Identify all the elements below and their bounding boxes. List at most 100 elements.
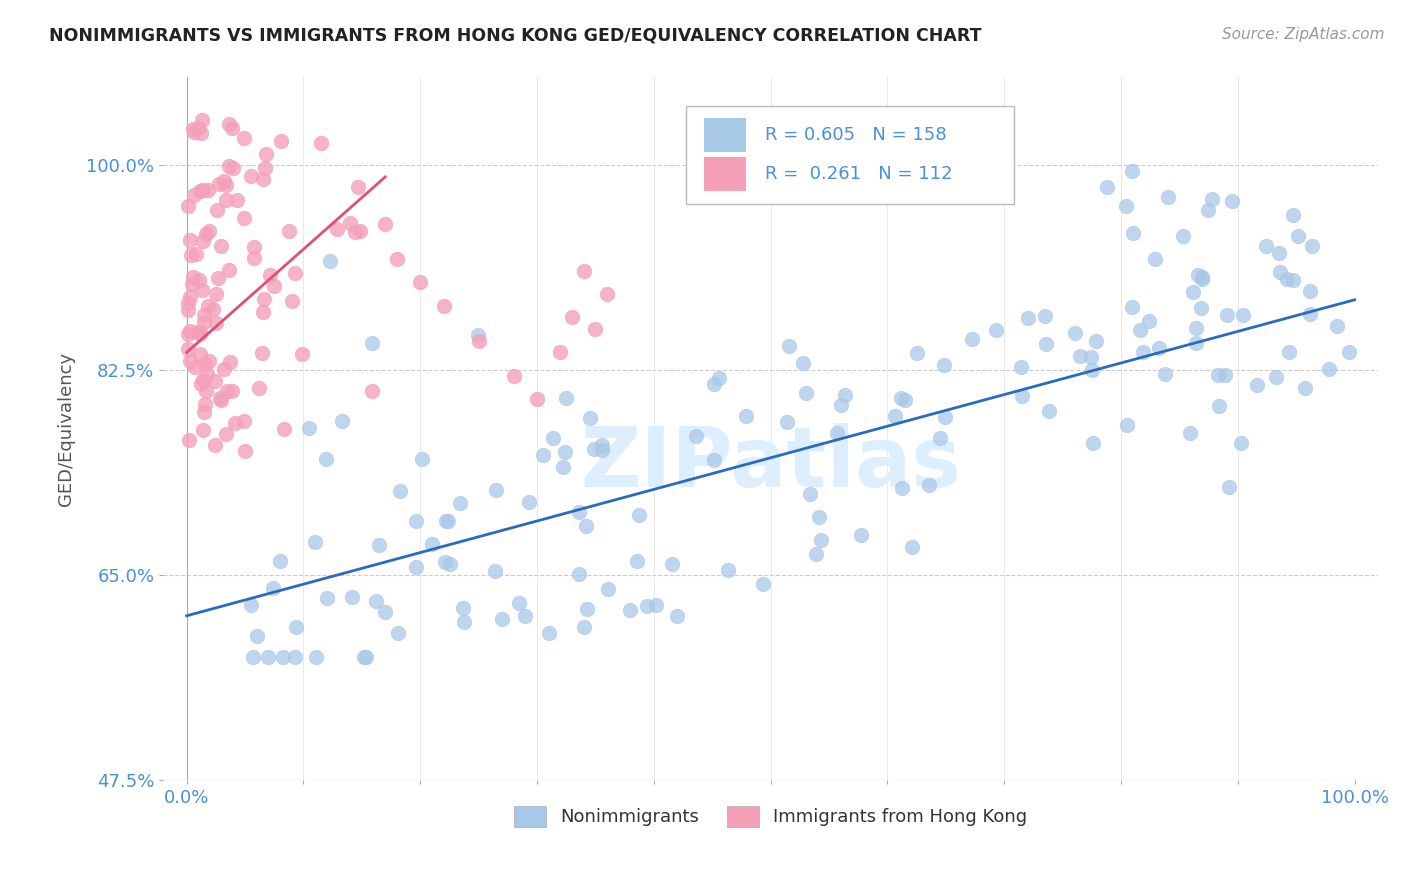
Point <box>1220 194 1243 208</box>
Point <box>502 368 524 383</box>
Point <box>179 325 201 339</box>
Point <box>825 426 848 441</box>
Point <box>405 559 427 574</box>
Point <box>453 615 475 629</box>
Point <box>179 354 201 368</box>
Point <box>467 334 489 348</box>
Point <box>233 444 256 458</box>
Point <box>1185 335 1208 350</box>
Point <box>183 125 205 139</box>
Point <box>193 405 215 419</box>
Point <box>252 305 274 319</box>
Point <box>285 620 308 634</box>
Point <box>554 392 576 406</box>
Point <box>585 322 607 336</box>
Point <box>572 620 595 634</box>
Point <box>420 537 443 551</box>
Point <box>221 384 243 399</box>
Point <box>212 362 235 376</box>
Point <box>449 496 471 510</box>
Point <box>263 278 285 293</box>
Point <box>177 434 200 448</box>
Point <box>929 431 952 445</box>
Point <box>207 271 229 285</box>
Point <box>388 483 411 498</box>
Point <box>598 582 620 597</box>
Point <box>579 410 602 425</box>
Point <box>436 514 458 528</box>
Point <box>645 598 668 612</box>
Point <box>218 116 240 130</box>
Point <box>284 266 307 280</box>
Point <box>190 347 212 361</box>
Point <box>517 495 540 509</box>
Point <box>191 113 214 128</box>
Point <box>243 239 266 253</box>
Point <box>467 328 489 343</box>
Point <box>851 528 873 542</box>
Point <box>1191 272 1213 286</box>
Point <box>187 121 209 136</box>
Point <box>1301 238 1323 252</box>
Point <box>1282 209 1305 223</box>
Point <box>884 409 907 423</box>
FancyBboxPatch shape <box>704 158 747 191</box>
Point <box>195 367 218 381</box>
Point <box>387 626 409 640</box>
Text: ZIPatlas: ZIPatlas <box>581 423 962 504</box>
Point <box>1121 163 1143 178</box>
Point <box>318 254 340 268</box>
Point <box>221 120 243 135</box>
Point <box>269 554 291 568</box>
Point <box>752 576 775 591</box>
Point <box>190 377 212 392</box>
Point <box>1298 285 1320 299</box>
Point <box>215 193 238 207</box>
Point <box>703 453 725 467</box>
Point <box>1081 363 1104 377</box>
Point <box>1246 377 1268 392</box>
Point <box>1063 326 1085 341</box>
Point <box>254 161 277 176</box>
Point <box>1201 193 1223 207</box>
Point <box>1294 382 1316 396</box>
Point <box>191 283 214 297</box>
Point <box>232 131 254 145</box>
Point <box>583 442 606 457</box>
Point <box>411 452 433 467</box>
Point <box>1213 368 1236 382</box>
Point <box>186 247 208 261</box>
Point <box>183 187 205 202</box>
Point <box>905 346 928 360</box>
Point <box>204 437 226 451</box>
Point <box>484 564 506 578</box>
Point <box>205 286 228 301</box>
Point <box>194 357 217 371</box>
Point <box>209 393 232 408</box>
Point <box>627 508 650 523</box>
Point <box>1281 273 1303 287</box>
Point <box>1206 368 1229 382</box>
Point <box>550 345 572 359</box>
Point <box>1268 265 1291 279</box>
Point <box>252 172 274 186</box>
Point <box>537 626 560 640</box>
Point <box>830 398 852 412</box>
Point <box>253 292 276 306</box>
Point <box>776 415 799 429</box>
Point <box>284 649 307 664</box>
Point <box>1268 246 1291 260</box>
Point <box>661 558 683 572</box>
Point <box>561 310 583 325</box>
Point <box>366 594 388 608</box>
Point <box>451 600 474 615</box>
Point <box>575 519 598 533</box>
Point <box>177 343 200 357</box>
Point <box>1286 229 1309 244</box>
Point <box>1081 436 1104 450</box>
Point <box>807 510 830 524</box>
Point <box>1010 360 1032 375</box>
Point <box>361 384 384 399</box>
Point <box>1143 252 1166 266</box>
Point <box>193 373 215 387</box>
